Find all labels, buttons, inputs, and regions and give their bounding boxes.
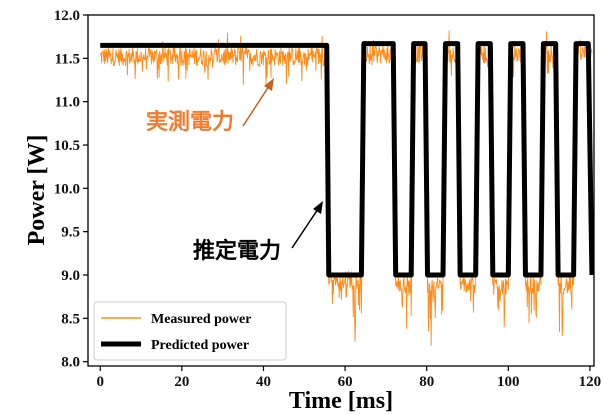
y-tick-label: 9.0 (61, 268, 80, 284)
legend-label-predicted: Predicted power (151, 338, 249, 353)
x-tick-label: 60 (338, 374, 353, 390)
x-axis-ticks: 0 20 40 60 80 100 120 (96, 366, 601, 390)
y-tick-label: 11.5 (55, 51, 80, 67)
y-tick-label: 8.0 (61, 355, 80, 371)
legend: Measured power Predicted power (93, 301, 287, 361)
predicted-power-series (100, 41, 595, 278)
legend-label-measured: Measured power (151, 312, 251, 327)
x-tick-label: 40 (256, 374, 271, 390)
annotation-predicted: 推定電力 (193, 238, 281, 264)
x-tick-label: 120 (579, 374, 602, 390)
x-axis-label: Time [ms] (289, 388, 393, 414)
annotation-predicted-arrow (291, 205, 321, 249)
annotation-measured-arrow (242, 82, 272, 127)
measured-power-series (99, 30, 593, 346)
y-axis-ticks: 8.0 8.5 9.0 9.5 10.0 10.5 11.0 11.5 12.0 (54, 8, 88, 371)
annotation-measured-arrowhead (264, 78, 274, 91)
x-tick-label: 0 (96, 374, 104, 390)
annotation-predicted-arrowhead (313, 201, 323, 214)
y-tick-label: 12.0 (54, 8, 80, 24)
y-axis-label: Power [W] (24, 135, 50, 246)
y-tick-label: 11.0 (55, 95, 80, 111)
y-tick-label: 10.0 (54, 181, 80, 197)
y-tick-label: 9.5 (61, 225, 80, 241)
annotation-measured: 実測電力 (146, 109, 234, 135)
y-tick-label: 8.5 (61, 311, 80, 327)
measured-power-line (99, 30, 593, 346)
x-tick-label: 20 (174, 374, 189, 390)
plot-frame (87, 14, 595, 367)
x-tick-label: 100 (497, 374, 520, 390)
y-tick-label: 10.5 (54, 138, 80, 154)
x-tick-label: 80 (419, 374, 434, 390)
predicted-power-line (100, 41, 595, 278)
legend-box (93, 301, 287, 361)
